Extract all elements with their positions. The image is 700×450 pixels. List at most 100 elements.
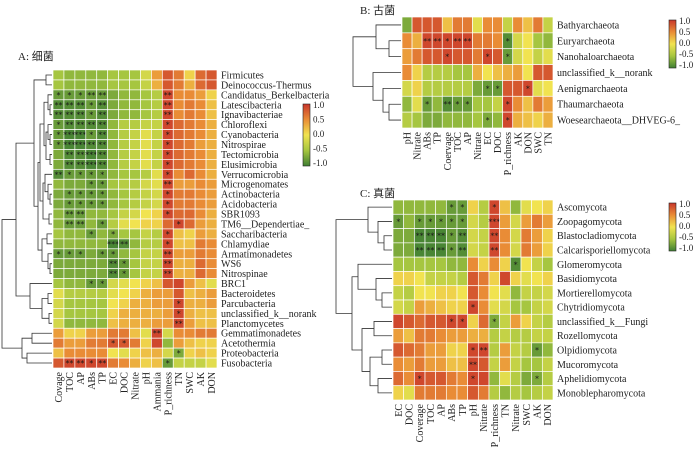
significance-marker: * — [89, 230, 93, 239]
significance-marker: ** — [469, 360, 477, 369]
significance-marker: * — [166, 131, 170, 140]
heatmap-cell — [456, 371, 469, 387]
heatmap-cell — [435, 342, 447, 358]
heatmap-cell — [541, 342, 554, 358]
heatmap-cell — [140, 288, 152, 299]
row-label: Calcarisporiellomycota — [557, 246, 651, 257]
heatmap-cell — [194, 119, 207, 130]
column-label: EC — [394, 404, 405, 417]
heatmap-cell — [522, 16, 534, 34]
row-label: Rozellomycota — [557, 331, 618, 342]
significance-marker: * — [122, 270, 126, 279]
significance-marker: ** — [109, 270, 117, 279]
heatmap-cell — [140, 347, 152, 359]
significance-marker: * — [396, 217, 400, 226]
heatmap-cell — [488, 356, 501, 372]
heatmap-cell — [205, 149, 218, 160]
heatmap-cell — [435, 271, 447, 287]
heatmap-cell — [401, 95, 413, 113]
heatmap-cell — [52, 208, 65, 220]
heatmap-cell — [96, 317, 109, 329]
column-label: Coverage — [415, 403, 426, 442]
heatmap-cell — [522, 48, 534, 65]
colorbar-tick-label: 0.0 — [679, 38, 691, 48]
heatmap-cell — [477, 371, 490, 387]
significance-marker: ** — [65, 121, 73, 130]
heatmap-cell — [411, 48, 423, 65]
heatmap-cell — [183, 258, 196, 270]
significance-marker: * — [100, 280, 104, 289]
heatmap-cell — [151, 268, 163, 279]
heatmap-cell — [107, 327, 119, 339]
heatmap-cell — [140, 208, 152, 220]
heatmap-cell — [161, 317, 174, 329]
heatmap-cell — [499, 271, 511, 287]
heatmap-cell — [403, 385, 415, 401]
heatmap-cell — [531, 356, 543, 372]
heatmap-cell — [96, 308, 109, 319]
column-label: TP — [98, 372, 109, 384]
heatmap-cell — [509, 342, 522, 358]
row-label: Woesearchaeota__DHVEG-6_ — [557, 116, 681, 127]
heatmap-cell — [445, 356, 458, 372]
column-label: SWC — [185, 372, 196, 394]
heatmap-cell — [413, 342, 426, 358]
significance-marker: * — [460, 203, 464, 212]
heatmap-cell — [492, 111, 504, 129]
heatmap-cell — [205, 308, 218, 319]
significance-marker: ** — [426, 246, 434, 255]
column-label: Covage — [54, 371, 65, 402]
heatmap-cell — [194, 69, 207, 81]
dendrogram-branch — [361, 328, 374, 372]
heatmap-cell — [488, 256, 501, 272]
heatmap-cell — [129, 288, 141, 299]
heatmap-cell — [85, 218, 98, 230]
heatmap-cell — [140, 79, 152, 91]
heatmap-cell — [205, 139, 218, 150]
heatmap-cell — [205, 288, 218, 299]
heatmap-cell — [531, 256, 543, 272]
dendrogram-branch — [388, 103, 401, 121]
heatmap-cell — [140, 109, 152, 121]
heatmap-cell — [541, 228, 554, 244]
heatmap-cell — [52, 218, 65, 230]
heatmap-cell — [435, 256, 447, 272]
heatmap-cell — [172, 278, 185, 289]
heatmap-cell — [140, 317, 152, 329]
heatmap-cell — [392, 371, 405, 387]
heatmap-cell — [85, 308, 98, 319]
heatmap-cell — [107, 288, 119, 299]
heatmap-cell — [205, 208, 218, 220]
row-label: Firmicutes — [221, 70, 264, 81]
heatmap-cell — [74, 178, 87, 190]
heatmap-cell — [531, 199, 543, 215]
heatmap-cell — [205, 238, 218, 250]
heatmap-cell — [499, 328, 511, 344]
heatmap-cell — [118, 129, 130, 140]
heatmap-cell — [520, 356, 533, 372]
heatmap-cell — [151, 159, 163, 170]
heatmap-cell — [107, 308, 119, 319]
heatmap-cell — [151, 228, 163, 240]
heatmap-cell — [129, 347, 141, 359]
heatmap-cell — [499, 313, 511, 329]
row-label: Monoblepharomycota — [557, 388, 646, 399]
heatmap-cell — [542, 32, 554, 50]
heatmap-cell — [194, 198, 207, 210]
heatmap-cell — [52, 258, 65, 270]
significance-marker: *** — [488, 217, 500, 226]
heatmap-cell — [52, 149, 65, 160]
heatmap-cell — [205, 317, 218, 329]
significance-marker: ** — [433, 37, 441, 46]
heatmap-cell — [183, 218, 196, 230]
heatmap-cell — [118, 149, 130, 160]
heatmap-cell — [107, 188, 119, 200]
column-label: TN — [543, 132, 554, 145]
heatmap-cell — [161, 79, 174, 91]
heatmap-cell — [172, 288, 185, 299]
heatmap-cell — [52, 278, 65, 289]
row-label: Gemmatimonadetes — [221, 329, 301, 340]
heatmap-cell — [85, 79, 98, 91]
heatmap-cell — [107, 159, 119, 170]
heatmap-cell — [194, 89, 207, 101]
